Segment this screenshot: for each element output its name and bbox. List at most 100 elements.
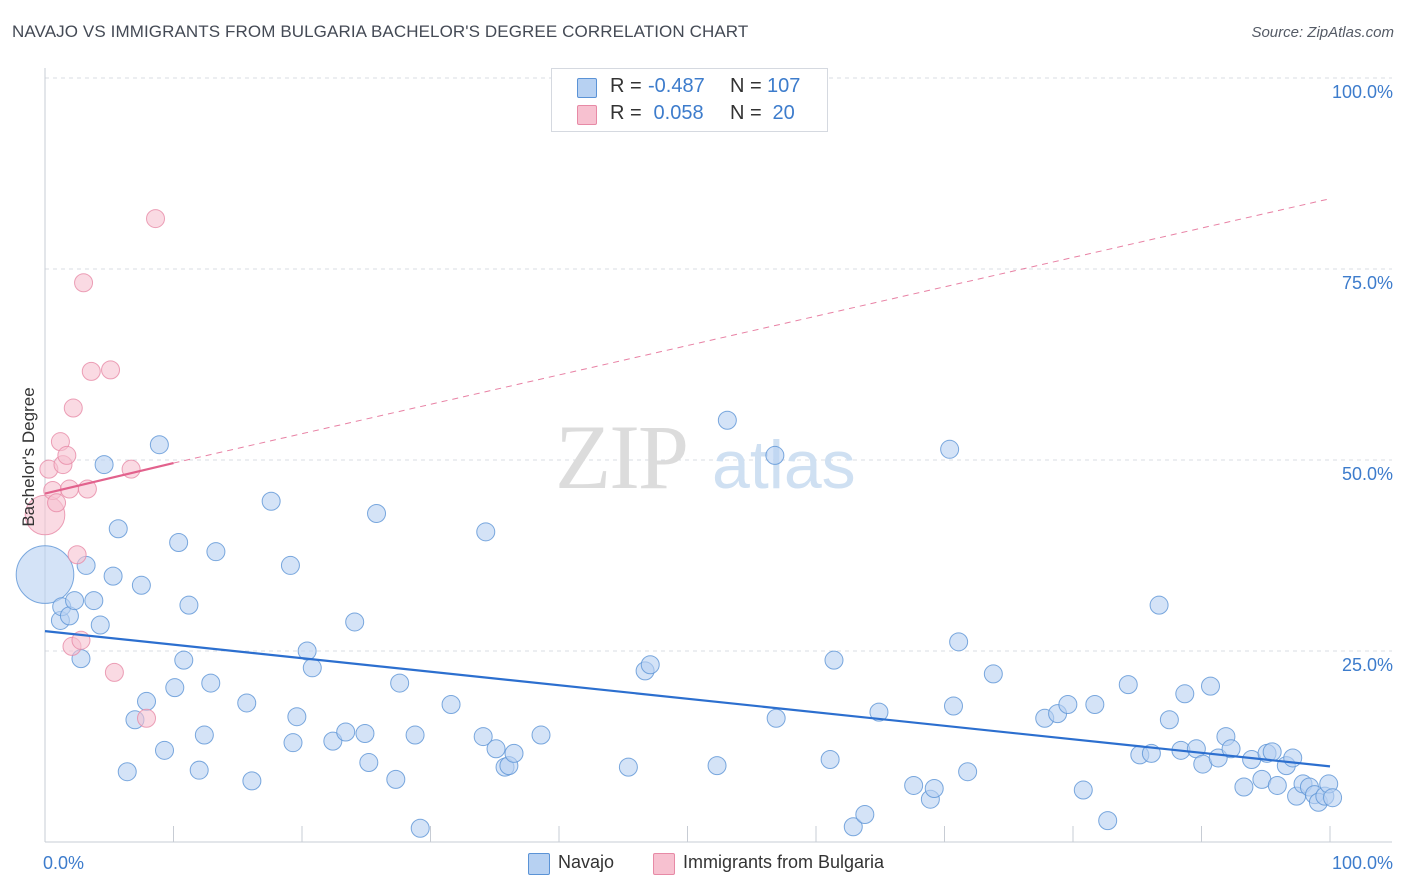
navajo-point <box>869 702 889 722</box>
navajo-point <box>1221 739 1241 759</box>
navajo-point <box>355 724 375 744</box>
navajo-point <box>504 743 524 763</box>
navajo-point <box>983 664 1003 684</box>
navajo-point <box>531 725 551 745</box>
legend-navajo-label: Navajo <box>558 852 615 872</box>
navajo-point <box>137 691 157 711</box>
correlation-legend: R = -0.487 N = 107 R = 0.058 N = 20 <box>551 68 828 132</box>
navajo-point <box>15 545 75 604</box>
navajo-point <box>1073 780 1093 800</box>
navajo-point <box>1118 675 1138 695</box>
navajo-point <box>958 762 978 782</box>
legend-n-value: 107 <box>767 75 801 97</box>
navajo-point <box>943 696 963 716</box>
navajo-point <box>165 678 185 698</box>
navajo-point <box>149 435 169 455</box>
navajo-point <box>302 658 322 678</box>
navajo-point <box>94 455 114 475</box>
bulgaria-point <box>101 360 121 380</box>
navajo-point <box>843 817 863 837</box>
navajo-point <box>65 591 85 611</box>
navajo-point <box>201 673 221 693</box>
axes <box>44 68 1392 843</box>
y-tick-label: 50.0% <box>1342 464 1393 484</box>
chart-title: NAVAJO VS IMMIGRANTS FROM BULGARIA BACHE… <box>12 22 749 41</box>
y-tick-label: 100.0% <box>1332 82 1393 102</box>
y-tick-label: 25.0% <box>1342 655 1393 675</box>
legend-r-value: 0.058 <box>648 102 704 124</box>
bulgaria-swatch <box>653 853 675 875</box>
navajo-point <box>1058 694 1078 714</box>
bulgaria-point <box>74 273 94 293</box>
navajo-point <box>323 731 343 751</box>
trendlines <box>44 198 1331 768</box>
navajo-point <box>486 739 506 759</box>
navajo-point <box>1085 694 1105 714</box>
bulgaria-point <box>104 662 124 682</box>
grid-lines <box>45 77 1392 652</box>
navajo-trendline <box>44 630 1331 768</box>
navajo-point <box>280 555 300 575</box>
navajo-point <box>359 753 379 773</box>
bulgaria-trendline-extension <box>173 198 1331 464</box>
watermark-atlas: atlas <box>712 427 856 503</box>
navajo-point <box>473 727 493 747</box>
navajo-point <box>108 519 128 539</box>
navajo-point <box>940 439 960 459</box>
navajo-point <box>949 632 969 652</box>
navajo-point <box>476 522 496 542</box>
navajo-point <box>261 491 281 511</box>
navajo-point <box>441 694 461 714</box>
x-tick-label: 0.0% <box>43 853 84 873</box>
navajo-point <box>1098 811 1118 831</box>
navajo-point <box>117 762 137 782</box>
bulgaria-point <box>67 545 87 565</box>
legend-bulgaria-label: Immigrants from Bulgaria <box>683 852 885 872</box>
navajo-point <box>640 655 660 675</box>
navajo-point <box>103 566 123 586</box>
navajo-point <box>1262 742 1282 762</box>
navajo-point <box>367 503 387 523</box>
navajo-point <box>194 725 214 745</box>
navajo-point <box>1159 710 1179 730</box>
navajo-point <box>1149 595 1169 615</box>
x-tick-label: 100.0% <box>1332 853 1393 873</box>
legend-n-value: 20 <box>767 102 795 124</box>
navajo-point <box>765 445 785 465</box>
source-label: Source: ZipAtlas.com <box>1251 24 1394 41</box>
navajo-point <box>1283 748 1303 768</box>
navajo-point <box>155 740 175 760</box>
navajo-point <box>1175 684 1195 704</box>
bulgaria-point <box>47 493 67 513</box>
navajo-point <box>924 779 944 799</box>
navajo-point <box>179 595 199 615</box>
navajo-point <box>131 575 151 595</box>
bulgaria-point <box>137 708 157 728</box>
legend-r-label: R = <box>610 75 648 97</box>
bulgaria-point <box>81 361 101 381</box>
navajo-swatch <box>577 78 597 98</box>
bulgaria-point <box>63 398 83 418</box>
bulgaria-trendline <box>44 461 174 495</box>
navajo-point <box>410 818 430 838</box>
tick-labels: 100.0% 75.0% 50.0% 25.0% 0.0% 100.0% <box>43 82 1393 873</box>
navajo-point <box>189 760 209 780</box>
navajo-point <box>283 733 303 753</box>
watermark-zip: ZIP <box>555 406 687 508</box>
navajo-point <box>287 707 307 727</box>
navajo-point <box>618 757 638 777</box>
navajo-point <box>206 542 226 562</box>
legend-r-label: R = <box>610 102 648 124</box>
navajo-point <box>242 771 262 791</box>
navajo-point <box>717 410 737 430</box>
watermark: ZIP atlas <box>555 406 856 508</box>
navajo-point <box>1267 775 1287 795</box>
y-tick-label: 75.0% <box>1342 273 1393 293</box>
navajo-point <box>707 756 727 776</box>
navajo-point <box>405 725 425 745</box>
bulgaria-point <box>57 445 77 465</box>
legend-n-label: N = <box>730 75 768 97</box>
navajo-point <box>855 804 875 824</box>
navajo-point <box>345 612 365 632</box>
navajo-point <box>174 650 194 670</box>
